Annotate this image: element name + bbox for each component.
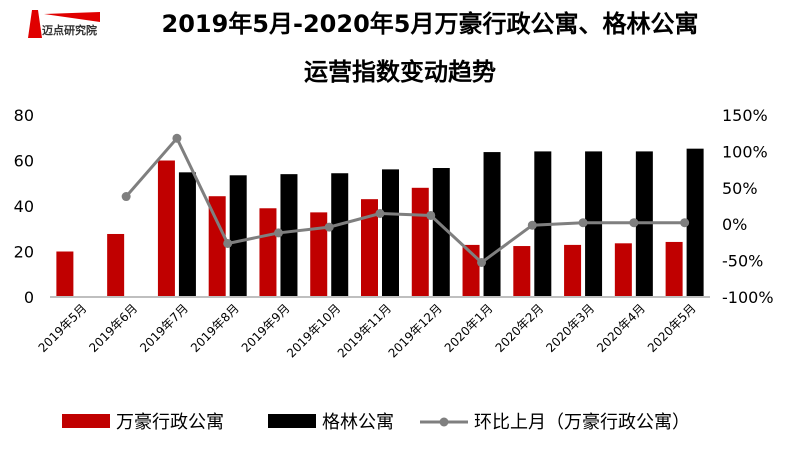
x-tick-label: 2019年12月	[386, 301, 445, 360]
left-tick-label: 20	[14, 243, 34, 262]
bar-gelin	[382, 169, 399, 297]
right-tick-label: 0%	[722, 215, 747, 234]
right-tick-label: 50%	[722, 179, 758, 198]
bar-gelin	[483, 152, 501, 297]
bar-wanhao	[259, 208, 277, 297]
legend-swatch-wanhao	[62, 414, 110, 428]
line-point	[680, 218, 690, 228]
line-point	[324, 222, 334, 232]
x-tick-label: 2019年10月	[284, 301, 343, 360]
bar-gelin	[229, 175, 247, 297]
bar-wanhao	[310, 212, 328, 297]
line-point	[527, 220, 537, 230]
x-tick-label: 2019年6月	[86, 301, 140, 355]
legend-label-gelin: 格林公寓	[322, 412, 394, 433]
line-point	[375, 208, 385, 218]
line-point	[426, 210, 436, 220]
svg-text:迈点研究院: 迈点研究院	[42, 23, 97, 37]
line-mom	[125, 135, 685, 265]
x-tick-label: 2020年4月	[594, 301, 648, 355]
x-tick-label: 2020年5月	[645, 301, 699, 355]
right-tick-label: -50%	[722, 252, 763, 271]
right-tick-label: 100%	[722, 142, 768, 161]
bar-gelin	[686, 148, 704, 297]
bar-wanhao	[157, 160, 175, 297]
bar-wanhao	[107, 233, 125, 297]
line-point	[172, 133, 182, 143]
legend-label-mom: 环比上月（万豪行政公寓）	[474, 412, 690, 433]
bar-wanhao	[665, 241, 683, 297]
left-tick-label: 80	[14, 106, 34, 125]
bar-wanhao	[513, 246, 531, 297]
bar-wanhao	[56, 251, 74, 297]
legend-swatch-gelin	[268, 414, 316, 428]
line-point	[477, 257, 487, 267]
left-tick-label: 40	[14, 197, 34, 216]
bar-wanhao	[411, 187, 429, 297]
chart-subtitle: 运营指数变动趋势	[304, 58, 496, 86]
line-point	[629, 218, 639, 228]
bar-wanhao	[361, 199, 378, 297]
bar-gelin	[178, 172, 196, 297]
bar-wanhao	[564, 244, 582, 297]
left-tick-label: 60	[14, 152, 34, 171]
left-tick-label: 0	[24, 288, 34, 307]
legend-swatch-point	[439, 417, 449, 427]
x-tick-label: 2019年11月	[335, 301, 394, 360]
x-tick-label: 2020年1月	[442, 301, 496, 355]
right-tick-label: -100%	[722, 288, 774, 307]
x-tick-label: 2020年2月	[493, 301, 547, 355]
legend-label-wanhao: 万豪行政公寓	[116, 412, 224, 433]
bar-gelin	[432, 168, 450, 297]
bar-gelin	[331, 173, 349, 297]
bar-wanhao	[208, 196, 226, 297]
line-point	[121, 192, 131, 202]
bar-gelin	[280, 174, 298, 297]
logo: 迈点研究院	[28, 10, 100, 38]
line-point	[273, 228, 283, 238]
x-tick-label: 2019年5月	[36, 301, 90, 355]
right-tick-label: 150%	[722, 106, 768, 125]
line-point	[223, 238, 233, 248]
x-tick-label: 2019年7月	[137, 301, 191, 355]
bar-wanhao	[614, 243, 632, 297]
line-point	[578, 218, 588, 228]
chart-title: 2019年5月-2020年5月万豪行政公寓、格林公寓	[161, 10, 699, 38]
x-tick-label: 2019年8月	[188, 301, 242, 355]
x-tick-label: 2020年3月	[543, 301, 597, 355]
x-tick-label: 2019年9月	[239, 301, 293, 355]
